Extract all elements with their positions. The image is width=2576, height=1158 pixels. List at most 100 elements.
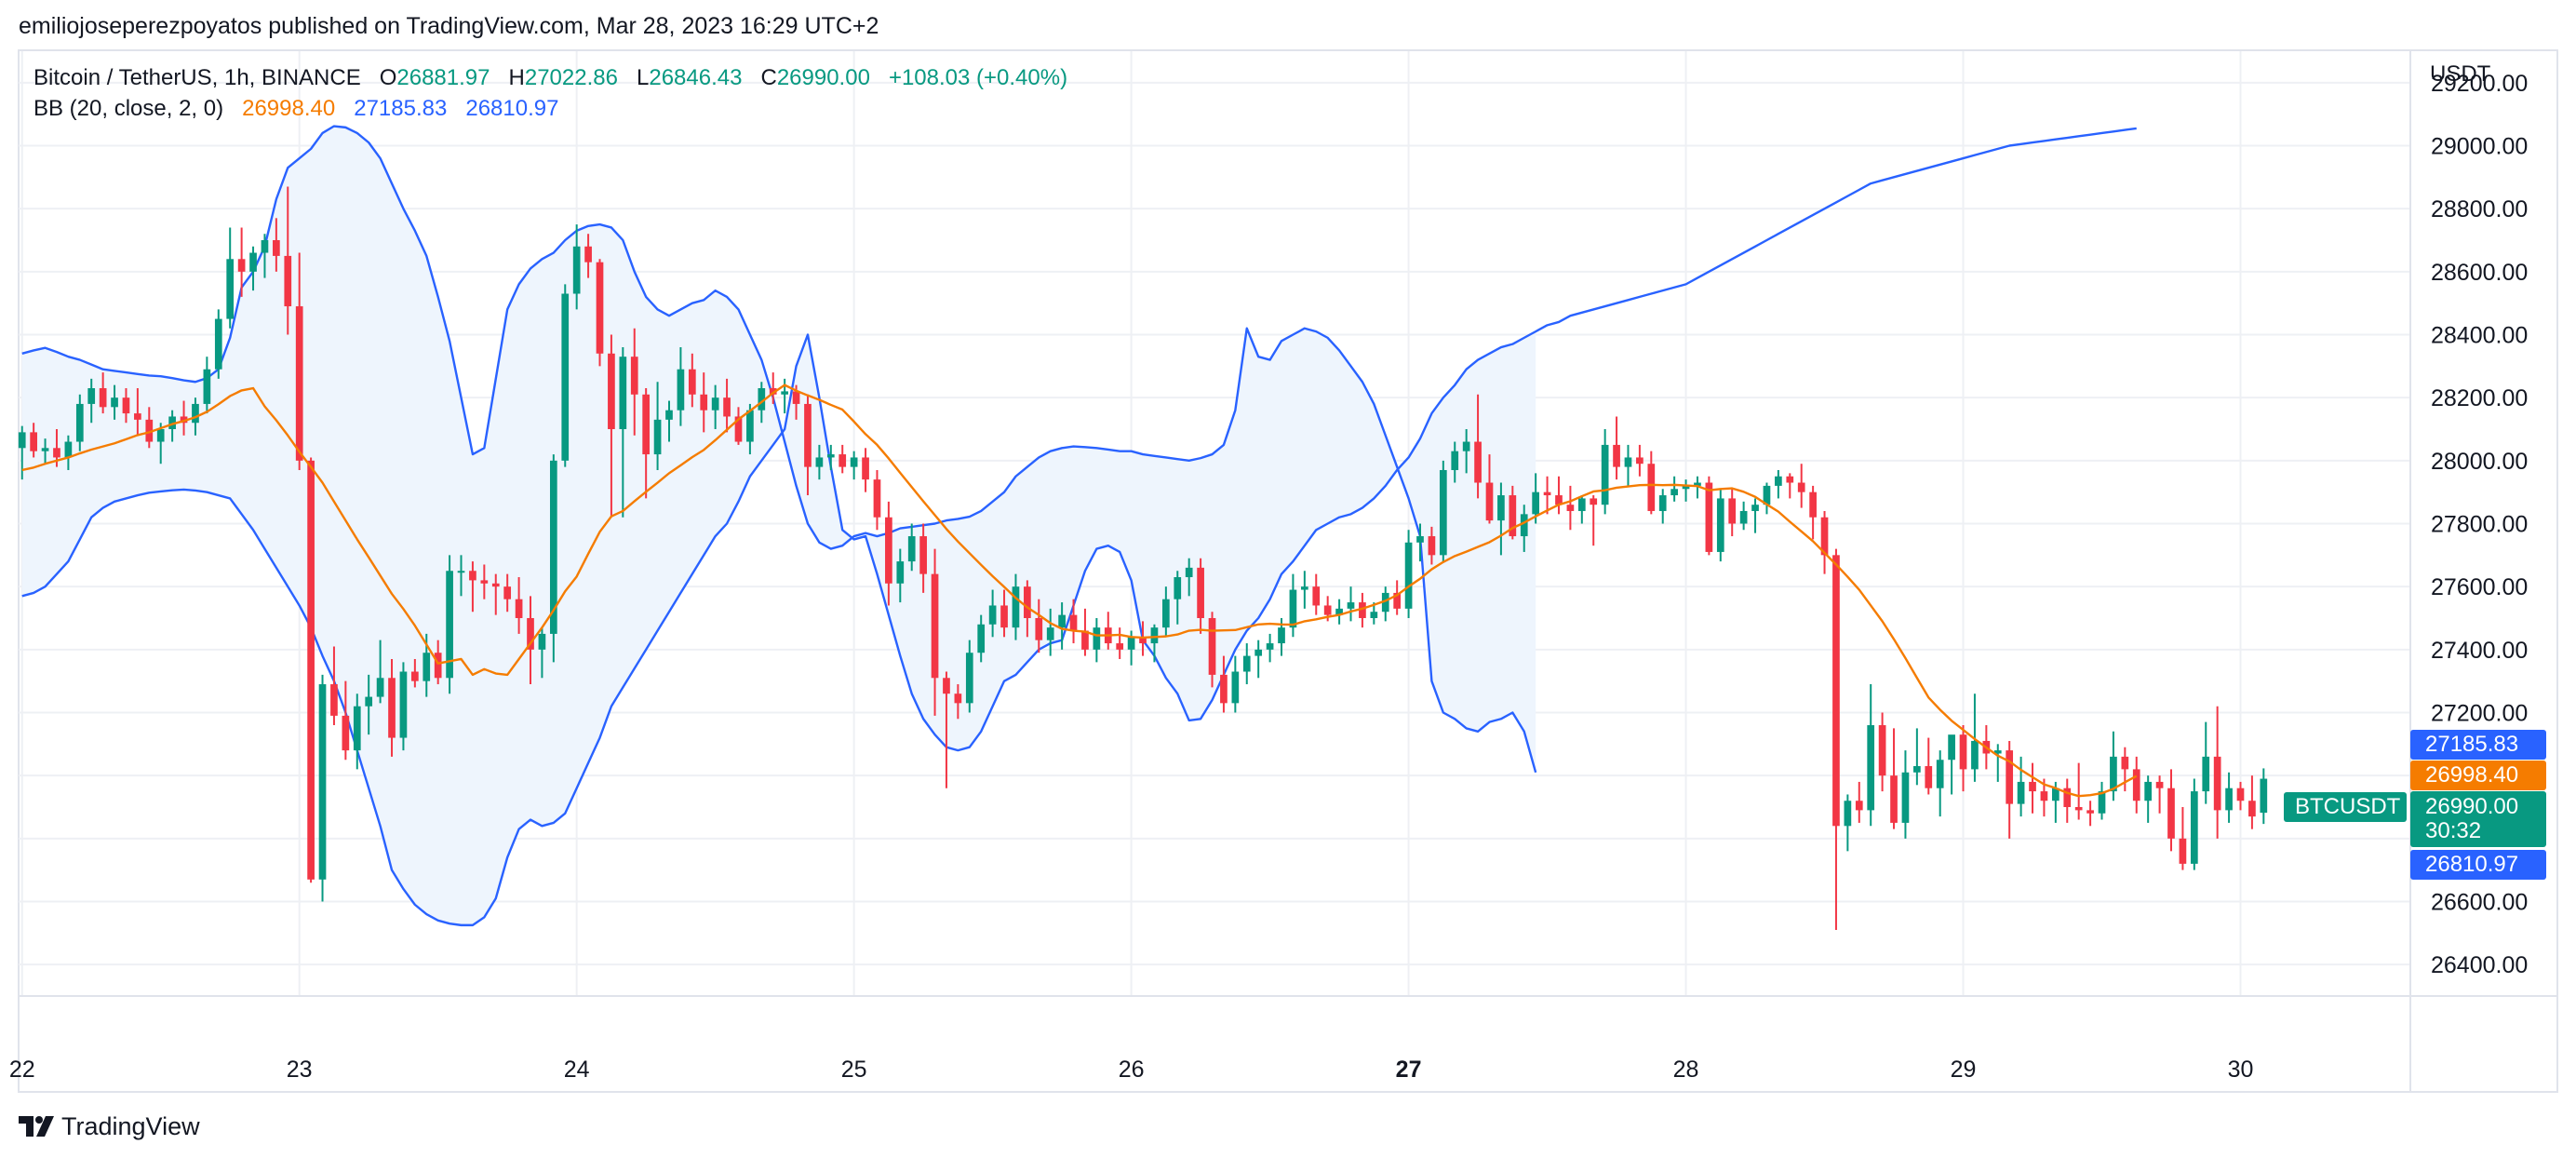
candle-body: [1867, 725, 1875, 811]
candle-body: [2260, 778, 2268, 814]
candle-body: [2110, 756, 2117, 792]
candle-body: [596, 262, 604, 354]
candle-body: [1347, 602, 1355, 609]
candle-body: [180, 416, 188, 424]
candle-body: [2248, 801, 2256, 817]
candle-body: [1451, 451, 1459, 470]
time-tick-label: 30: [2228, 1057, 2254, 1083]
candle-body: [1012, 586, 1020, 628]
candle-body: [1474, 441, 1482, 483]
candle-body: [87, 388, 96, 404]
candle-body: [1093, 627, 1101, 650]
tradingview-logo-icon: [19, 1116, 54, 1137]
candle-body: [758, 388, 766, 411]
candle-body: [2132, 769, 2140, 801]
candle-body: [1543, 491, 1551, 496]
candle-body: [1254, 649, 1263, 656]
candle-body: [111, 397, 118, 408]
bb-lower-price-tag: 26810.97: [2410, 850, 2546, 880]
last-price-value: 26990.00: [2425, 794, 2519, 819]
candle-body: [1162, 599, 1170, 628]
price-tick-label: 28200.00: [2431, 385, 2528, 411]
candle-body: [1532, 491, 1539, 515]
candle-body: [1936, 760, 1944, 788]
candle-body: [1590, 498, 1598, 505]
candle-body: [1577, 498, 1586, 511]
candle-body: [677, 369, 685, 411]
candle-body: [2121, 756, 2129, 770]
candle-body: [75, 403, 84, 442]
candle-body: [1820, 517, 1829, 556]
candle-body: [896, 561, 905, 584]
candle-body: [630, 357, 638, 395]
candle-body: [1150, 627, 1159, 644]
candle-body: [237, 259, 246, 272]
candle-body: [1797, 482, 1805, 492]
candle-body: [1890, 775, 1898, 823]
candle-body: [1485, 482, 1494, 521]
candle-body: [561, 293, 570, 461]
candle-body: [353, 706, 361, 751]
time-tick-label: 23: [287, 1057, 313, 1083]
candle-body: [1694, 482, 1701, 486]
price-tick-label: 28000.00: [2431, 449, 2528, 475]
candle-body: [885, 517, 892, 584]
tradingview-brand[interactable]: TradingView: [19, 1111, 200, 1141]
candle-body: [1948, 734, 1955, 761]
candle-body: [1035, 618, 1043, 640]
candle-body: [1658, 495, 1667, 511]
price-tick-label: 26400.00: [2431, 952, 2528, 978]
candle-body: [1786, 476, 1794, 483]
bb-upper-price-tag: 27185.83: [2410, 730, 2546, 760]
legend-bb-lower: 26810.97: [465, 96, 559, 121]
price-tick-label: 28800.00: [2431, 196, 2528, 222]
candle-body: [1959, 734, 1967, 770]
candle-body: [862, 457, 869, 480]
candle-body: [1278, 627, 1285, 644]
candle-body: [99, 388, 107, 408]
chart-frame[interactable]: [18, 49, 2558, 1093]
candle-body: [2213, 756, 2221, 811]
candle-body: [18, 432, 26, 449]
candle-body: [1728, 498, 1737, 524]
candle-body: [53, 448, 60, 458]
bb-basis-line: [21, 384, 2138, 798]
candle-body: [943, 678, 950, 694]
candle-body: [1705, 482, 1713, 552]
candle-body: [307, 460, 315, 880]
candle-body: [1855, 801, 1863, 811]
candle-body: [192, 403, 199, 424]
candle-body: [1763, 485, 1771, 505]
price-tick-label: 28600.00: [2431, 260, 2528, 286]
candle-body: [1520, 514, 1528, 537]
candle-body: [839, 454, 847, 467]
candle-body: [1046, 627, 1054, 640]
candle-body: [515, 599, 523, 618]
legend-symbol-row: Bitcoin / TetherUS, 1h, BINANCE O26881.9…: [34, 65, 1067, 91]
candle-body: [1242, 655, 1251, 672]
candle-body: [1416, 536, 1424, 543]
legend-symbol[interactable]: Bitcoin / TetherUS, 1h, BINANCE: [34, 65, 361, 90]
time-tick-label: 22: [9, 1057, 35, 1083]
candle-body: [1739, 510, 1748, 524]
candle-body: [2236, 788, 2245, 801]
candle-body: [1404, 542, 1413, 609]
legend-low-label: L: [636, 65, 650, 90]
candle-body: [977, 624, 986, 653]
candle-body: [746, 410, 754, 442]
legend-indicator[interactable]: BB (20, close, 2, 0): [34, 96, 224, 121]
candle-body: [457, 571, 465, 573]
candle-body: [1139, 637, 1147, 644]
candle-body: [619, 357, 627, 429]
legend-indicator-row: BB (20, close, 2, 0) 26998.40 27185.83 2…: [34, 96, 558, 122]
candle-body: [665, 410, 673, 420]
candle-body: [1439, 469, 1447, 556]
tradingview-brand-text: TradingView: [61, 1111, 200, 1140]
legend-bb-basis: 26998.40: [242, 96, 336, 121]
candle-body: [1220, 674, 1228, 704]
legend-change: +108.03 (+0.40%): [888, 65, 1068, 90]
candle-body: [295, 306, 303, 461]
candle-body: [261, 240, 269, 253]
symbol-label-tag: BTCUSDT: [2284, 792, 2407, 822]
